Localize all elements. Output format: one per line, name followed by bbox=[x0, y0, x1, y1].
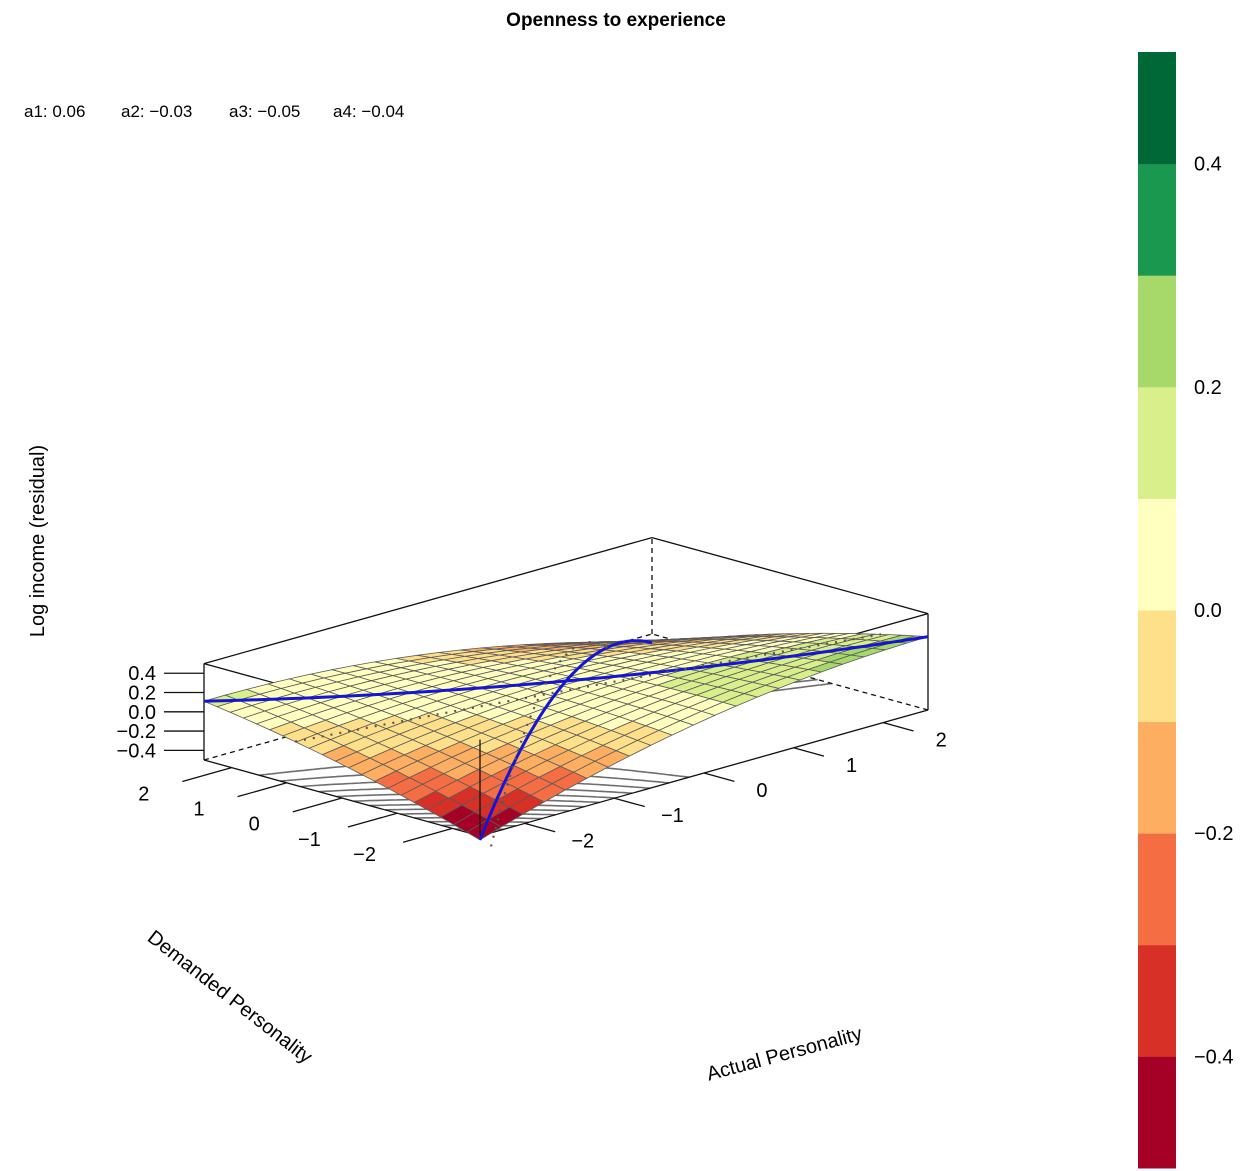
colorbar-tick-label: 0.0 bbox=[1194, 600, 1222, 622]
color-swatch bbox=[1138, 163, 1176, 276]
x-tick bbox=[524, 822, 556, 833]
colorbar-tick-label: 0.4 bbox=[1194, 154, 1222, 176]
x-tick-label: 2 bbox=[936, 730, 947, 752]
color-swatch bbox=[1138, 833, 1176, 946]
z-tick-label: −0.2 bbox=[117, 721, 156, 743]
surface-mesh bbox=[202, 632, 929, 841]
z-tick-label: 0.4 bbox=[128, 663, 156, 685]
color-swatch bbox=[1138, 275, 1176, 388]
coef-a2: a2: −0.03 bbox=[121, 102, 192, 121]
y-tick bbox=[182, 766, 232, 783]
x-tick-label: −2 bbox=[571, 830, 594, 852]
box-edge bbox=[203, 536, 653, 665]
color-swatch bbox=[1138, 721, 1176, 834]
z-axis-label: Log income (residual) bbox=[27, 445, 49, 637]
y-tick bbox=[402, 827, 453, 843]
x-tick bbox=[883, 721, 914, 732]
y-tick-label: −2 bbox=[353, 844, 376, 866]
x-tick bbox=[793, 747, 825, 757]
coef-a3: a3: −0.05 bbox=[229, 102, 300, 121]
color-swatch bbox=[1138, 498, 1176, 611]
coef-a4: a4: −0.04 bbox=[333, 102, 404, 121]
colorbar-tick-label: 0.2 bbox=[1194, 377, 1222, 399]
z-tick-label: 0.0 bbox=[128, 702, 156, 724]
chart-title: Openness to experience bbox=[506, 10, 726, 31]
x-axis-label: Actual Personality bbox=[704, 1023, 864, 1086]
color-legend: 0.4 0.2 0.0 −0.2 −0.4 bbox=[1138, 52, 1233, 1169]
z-tick-label: −0.4 bbox=[117, 740, 156, 762]
z-tick-label: 0.2 bbox=[128, 683, 156, 705]
box-edge bbox=[651, 536, 929, 615]
coefficient-annotations: a1: 0.06 a2: −0.03 a3: −0.05 a4: −0.04 bbox=[24, 102, 404, 121]
color-swatch bbox=[1138, 610, 1176, 723]
y-tick-label: −1 bbox=[298, 829, 321, 851]
colorbar-tick-label: −0.2 bbox=[1194, 823, 1233, 845]
x-tick bbox=[703, 772, 735, 782]
y-tick-label: 1 bbox=[193, 798, 204, 820]
color-swatch bbox=[1138, 1056, 1176, 1169]
surface-guide-lines bbox=[203, 633, 929, 847]
colorbar-tick-label: −0.4 bbox=[1194, 1046, 1233, 1068]
x-tick-label: −1 bbox=[661, 805, 684, 827]
color-swatch bbox=[1138, 52, 1176, 165]
x-tick-label: 0 bbox=[756, 780, 767, 802]
y-tick bbox=[292, 797, 343, 813]
y-tick bbox=[237, 782, 287, 798]
line-of-incongruence bbox=[203, 635, 929, 703]
x-tick bbox=[614, 797, 645, 808]
coef-a1: a1: 0.06 bbox=[24, 102, 85, 121]
ridge-line-1 bbox=[294, 633, 882, 743]
y-tick-label: 2 bbox=[138, 783, 149, 805]
color-swatch bbox=[1138, 944, 1176, 1057]
color-swatch bbox=[1138, 386, 1176, 499]
y-tick-label: 0 bbox=[249, 814, 260, 836]
y-tick bbox=[347, 812, 398, 828]
y-axis-label: Demanded Personality bbox=[143, 926, 316, 1068]
x-tick-label: 1 bbox=[846, 755, 857, 777]
